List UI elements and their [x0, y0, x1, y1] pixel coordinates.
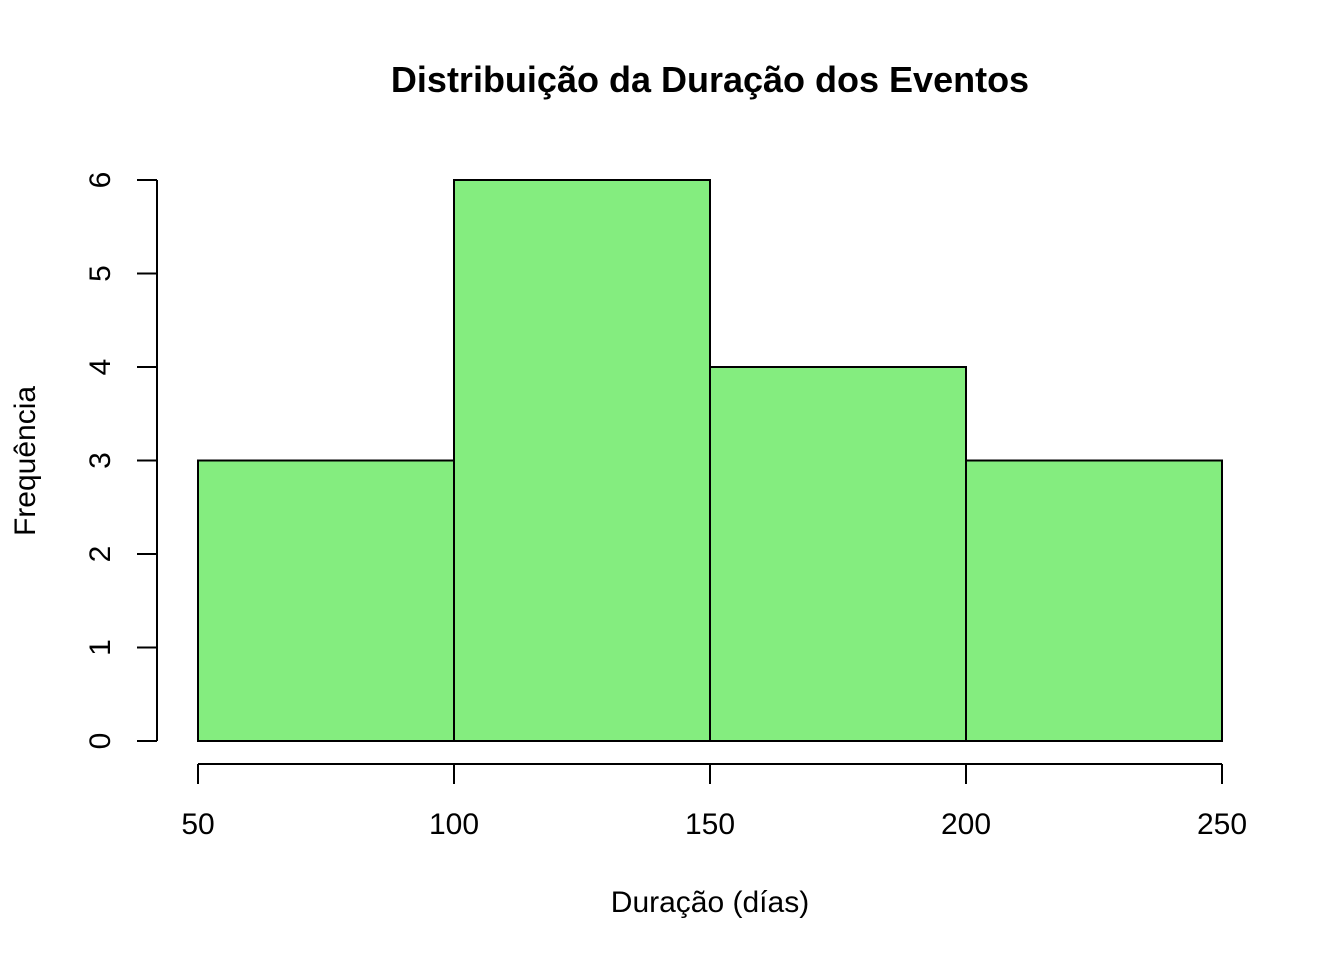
- histogram-bar: [197, 459, 455, 742]
- histogram-bars: [197, 179, 1223, 742]
- x-tick-label: 250: [1197, 808, 1247, 841]
- x-tick-label: 200: [941, 808, 991, 841]
- y-tick-label: 2: [84, 546, 117, 563]
- y-tick-label: 3: [84, 452, 117, 469]
- x-tick-label: 100: [429, 808, 479, 841]
- y-tick-label: 4: [84, 359, 117, 376]
- x-tick-label: 150: [685, 808, 735, 841]
- x-tick-label: 50: [181, 808, 214, 841]
- y-axis-label: Frequência: [9, 386, 42, 536]
- y-tick-label: 1: [84, 639, 117, 656]
- y-tick-label: 5: [84, 265, 117, 282]
- y-axis-ticks: 0 1 2 3 4 5 6: [84, 172, 157, 750]
- histogram-bar: [453, 179, 711, 742]
- x-axis: 50 100 150 200 250: [181, 763, 1247, 841]
- y-tick-label: 0: [84, 733, 117, 750]
- y-axis: 0 1 2 3 4 5 6: [84, 172, 158, 750]
- x-axis-ticks: 50 100 150 200 250: [181, 764, 1247, 841]
- histogram-bar: [965, 459, 1223, 742]
- histogram-bar: [709, 366, 967, 742]
- chart-title: Distribuição da Duração dos Eventos: [391, 59, 1029, 100]
- y-tick-label: 6: [84, 172, 117, 189]
- x-axis-label: Duração (días): [611, 886, 809, 919]
